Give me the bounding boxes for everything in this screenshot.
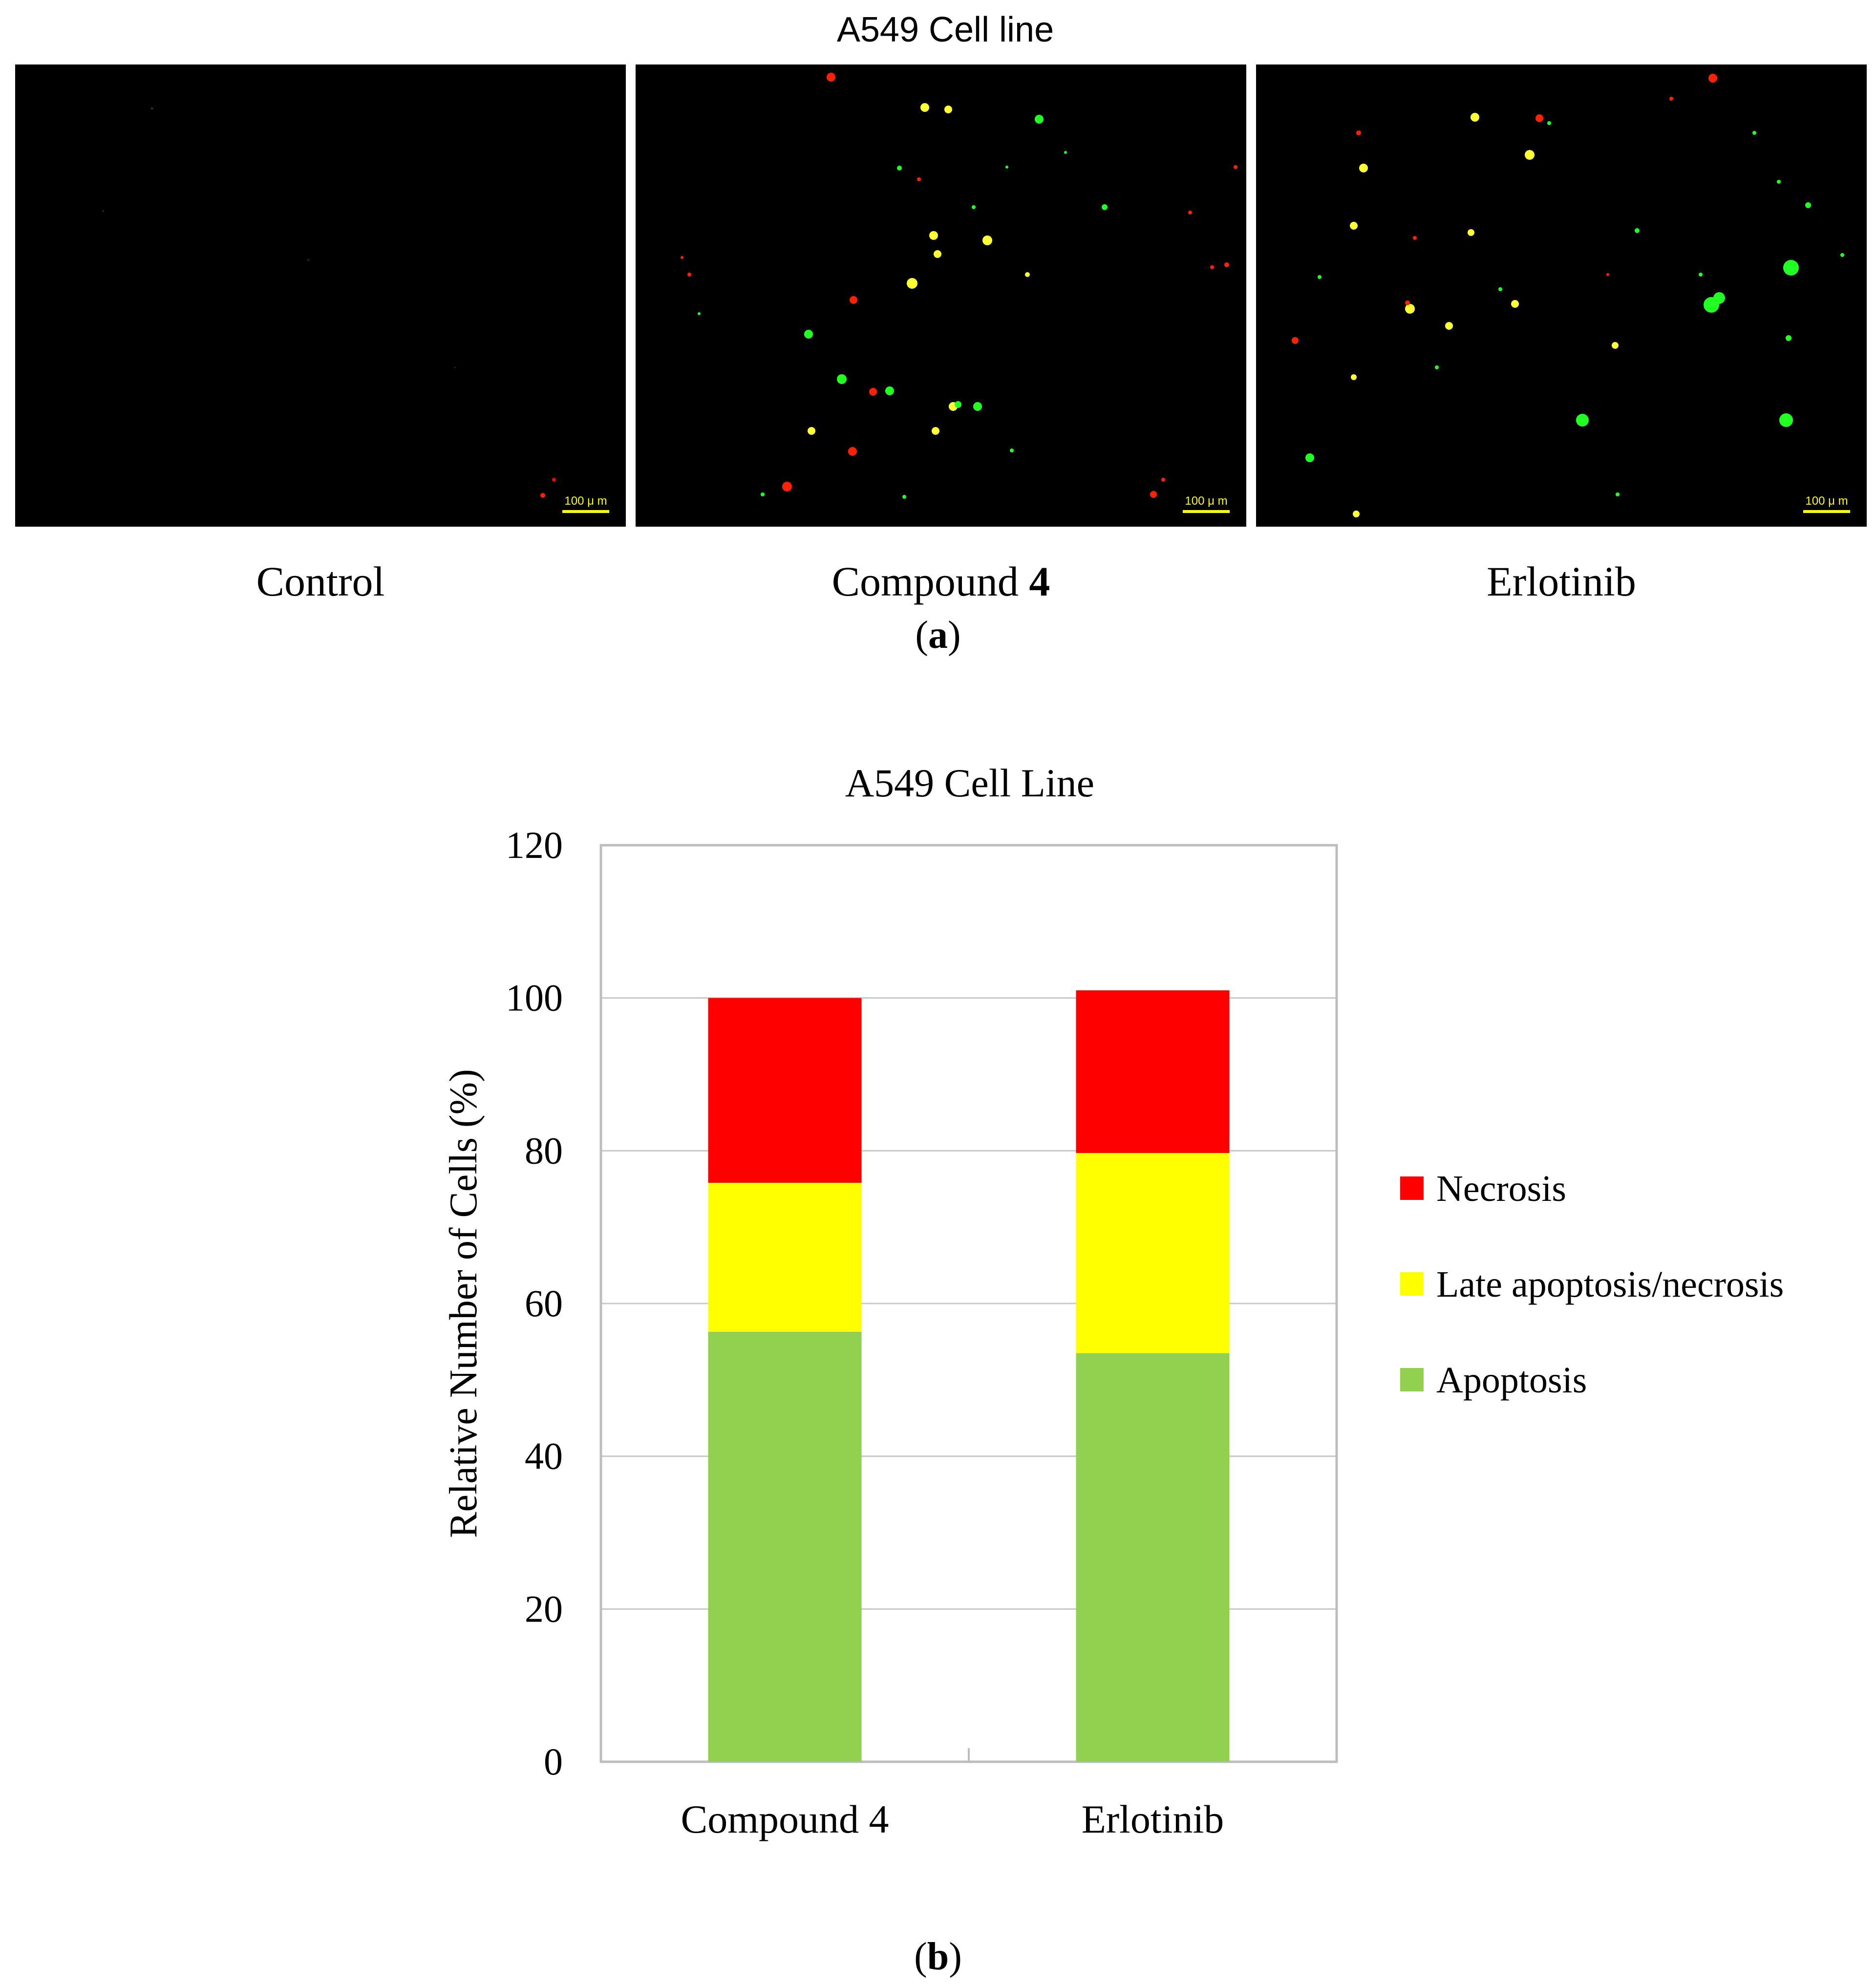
scale-bar xyxy=(562,510,609,513)
panel-caption-control: Control xyxy=(256,558,385,605)
figure-sublabel-a: (a) xyxy=(915,614,961,657)
y-tick-label: 60 xyxy=(525,1282,563,1325)
y-axis-label: Relative Number of Cells (%) xyxy=(442,1069,485,1538)
bar-late-apoptosis-necrosis-erlotinib xyxy=(1076,1153,1230,1353)
y-tick-label: 120 xyxy=(506,824,563,866)
y-tick-label: 0 xyxy=(544,1740,563,1783)
micrograph-erlotinib-cells xyxy=(1292,74,1844,517)
y-tick-label: 40 xyxy=(525,1435,563,1477)
stacked-bar-chart: 0 20 40 60 80 100 120 Relative Number of Cells … xyxy=(442,761,1784,1841)
scale-bar-label: 100 μ m xyxy=(1185,494,1228,508)
figure-a-title: A549 Cell line xyxy=(836,10,1054,49)
legend-swatch xyxy=(1400,1368,1424,1391)
y-tick-label: 100 xyxy=(506,977,563,1019)
x-tick-label: Erlotinib xyxy=(1082,1797,1224,1841)
micrograph-compound-4-cells xyxy=(681,73,1237,499)
micrograph-erlotinib: 100 μ m xyxy=(1256,64,1867,527)
bar-late-apoptosis-necrosis-compound-4 xyxy=(708,1182,862,1332)
panel-caption-erlotinib: Erlotinib xyxy=(1487,558,1636,605)
bar-apoptosis-erlotinib xyxy=(1076,1353,1230,1762)
chart-title: A549 Cell Line xyxy=(845,761,1094,805)
figure-sublabel-b: (b) xyxy=(914,1935,962,1978)
scale-bar xyxy=(1803,510,1850,513)
micrograph-control-cells xyxy=(102,107,556,498)
legend-label: Late apoptosis/necrosis xyxy=(1436,1264,1784,1305)
bar-necrosis-erlotinib xyxy=(1076,990,1230,1154)
y-tick-label: 80 xyxy=(525,1129,563,1172)
bar-apoptosis-compound-4 xyxy=(708,1331,862,1762)
legend-swatch xyxy=(1400,1176,1424,1200)
micrograph-control: 100 μ m xyxy=(15,64,626,527)
bar-necrosis-compound-4 xyxy=(708,998,862,1183)
scale-bar-label: 100 μ m xyxy=(1805,494,1848,508)
micrograph-compound-4: 100 μ m xyxy=(636,64,1246,527)
scale-bar xyxy=(1183,510,1230,513)
y-tick-label: 20 xyxy=(525,1587,563,1630)
legend-swatch xyxy=(1400,1272,1424,1296)
legend-label: Apoptosis xyxy=(1436,1360,1587,1401)
x-tick-label: Compound 4 xyxy=(681,1797,889,1841)
panel-caption-compound-4: Compound 4 xyxy=(831,558,1050,605)
legend-label: Necrosis xyxy=(1436,1168,1566,1209)
scale-bar-label: 100 μ m xyxy=(564,494,607,508)
